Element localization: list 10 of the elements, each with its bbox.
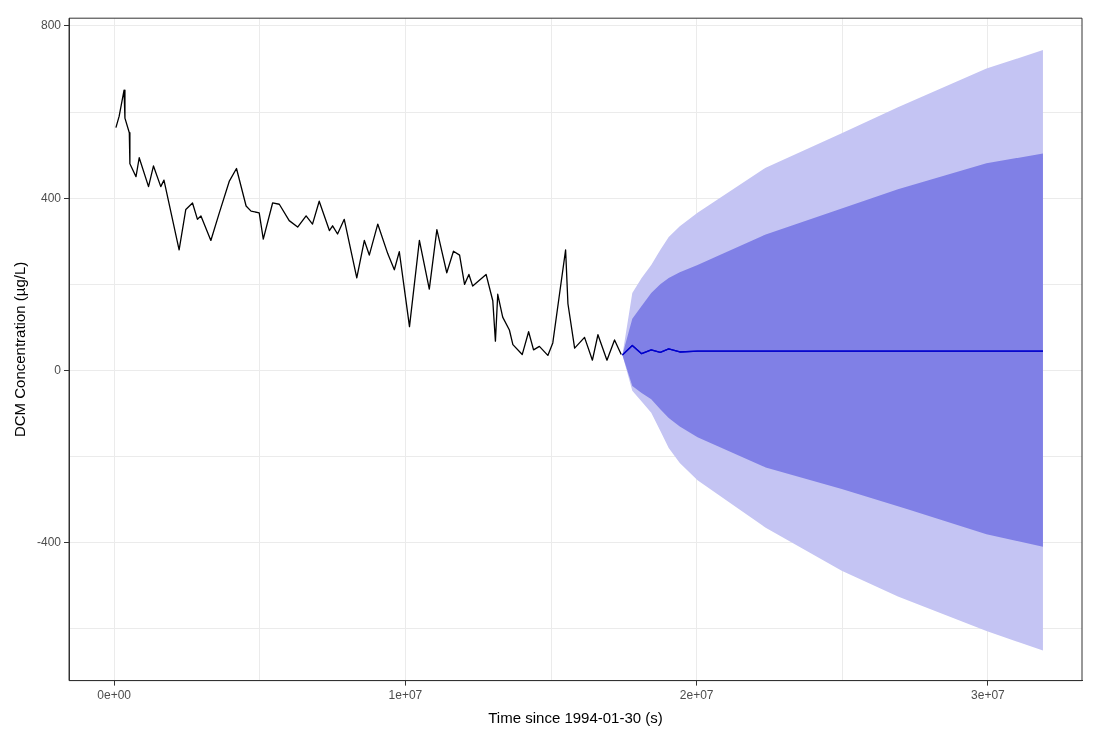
x-tick-label: 2e+07 bbox=[679, 688, 714, 703]
y-tick-label: 400 bbox=[40, 190, 62, 205]
x-tick-label: 3e+07 bbox=[971, 688, 1006, 703]
x-tick-label: 1e+07 bbox=[388, 688, 423, 703]
y-tick-label: -400 bbox=[36, 535, 62, 550]
y-tick-label: 800 bbox=[40, 18, 62, 33]
y-tick-label: 0 bbox=[54, 362, 62, 377]
x-tick-label: 0e+00 bbox=[97, 688, 132, 703]
y-axis-title: DCM Concentration (µg/L) bbox=[11, 261, 29, 438]
x-axis-title: Time since 1994-01-30 (s) bbox=[488, 709, 663, 727]
